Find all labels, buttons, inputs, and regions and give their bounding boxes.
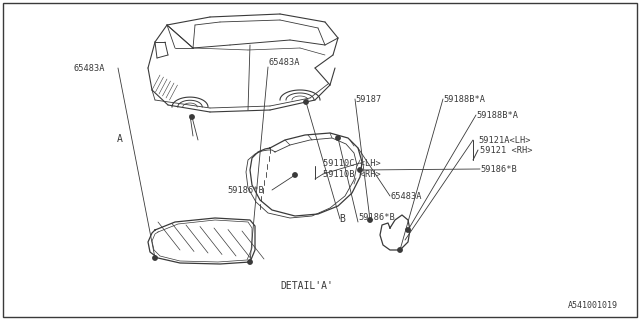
Text: 59187: 59187 — [355, 95, 381, 104]
Text: 59186*B: 59186*B — [227, 186, 264, 195]
Text: 59121A<LH>: 59121A<LH> — [478, 136, 531, 145]
Circle shape — [293, 173, 297, 177]
Circle shape — [153, 256, 157, 260]
Text: 59121 <RH>: 59121 <RH> — [480, 146, 532, 155]
Text: 65483A: 65483A — [269, 58, 300, 67]
Circle shape — [406, 228, 410, 232]
Text: 65483A: 65483A — [390, 192, 422, 201]
Text: B: B — [339, 214, 345, 224]
Text: DETAIL'A': DETAIL'A' — [281, 281, 333, 292]
Circle shape — [336, 136, 340, 140]
Text: 59188B*A: 59188B*A — [477, 111, 519, 120]
Circle shape — [368, 218, 372, 222]
Text: 59188B*A: 59188B*A — [444, 95, 486, 104]
Text: 59186*B: 59186*B — [358, 213, 395, 222]
Text: A541001019: A541001019 — [568, 301, 618, 310]
Circle shape — [190, 115, 194, 119]
Text: 59110C <LH>: 59110C <LH> — [323, 159, 381, 168]
Circle shape — [358, 168, 362, 172]
Text: A: A — [117, 134, 123, 144]
Text: 59186*B: 59186*B — [480, 165, 516, 174]
Text: 65483A: 65483A — [74, 64, 105, 73]
Circle shape — [398, 248, 402, 252]
Text: 59110B <RH>: 59110B <RH> — [323, 170, 381, 179]
Circle shape — [304, 100, 308, 104]
Circle shape — [248, 260, 252, 264]
